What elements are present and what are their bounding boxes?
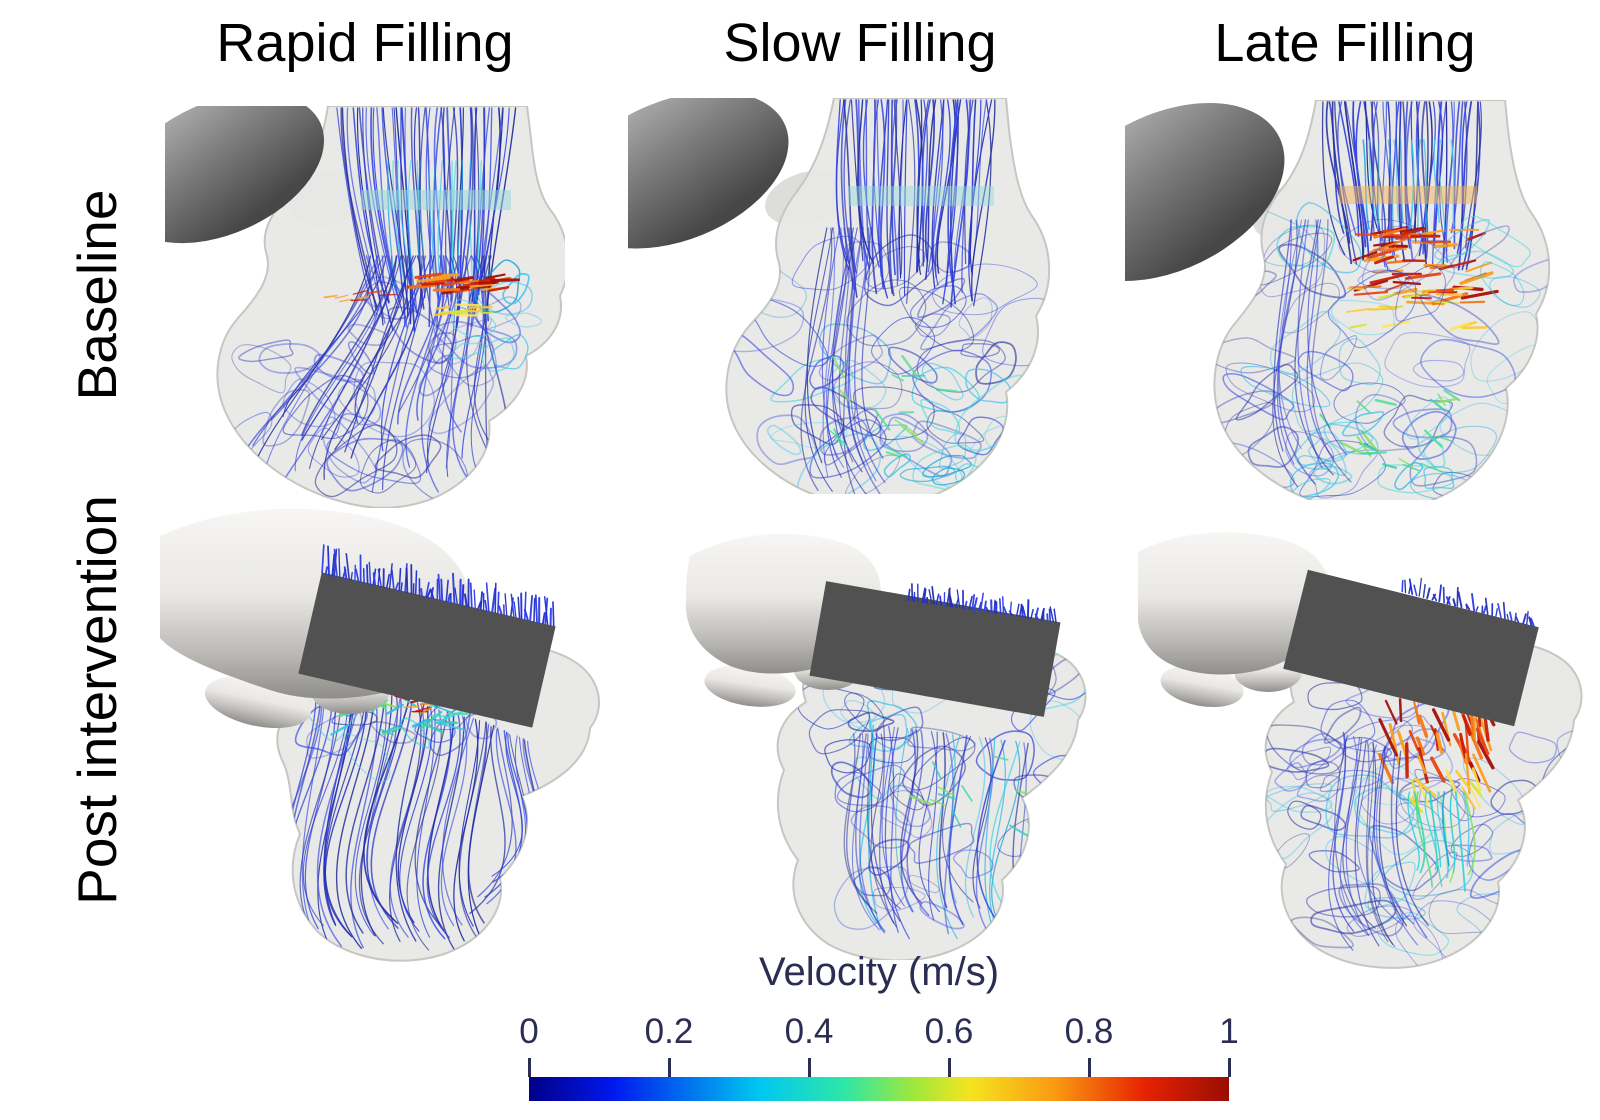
- papillary-structure: [1125, 103, 1285, 281]
- mask-box: [809, 581, 1061, 717]
- colorbar-tick-mark: [1228, 1058, 1231, 1077]
- mask-box: [298, 572, 556, 728]
- row-label-post-intervention: Post intervention: [66, 495, 128, 905]
- panel-baseline-late-filling: [1125, 100, 1567, 500]
- colorbar-tick-mark: [948, 1058, 951, 1077]
- streamlines-layer: [221, 107, 542, 502]
- papillary-structure: [165, 106, 325, 244]
- column-header-slow-filling: Slow Filling: [723, 13, 997, 73]
- column-header-late-filling: Late Filling: [1214, 13, 1476, 73]
- colorbar-tick-label: 0.8: [1064, 1012, 1114, 1051]
- column-header-rapid-filling: Rapid Filling: [216, 13, 514, 73]
- inflow-spikes: [321, 544, 555, 627]
- colorbar-gradient: [529, 1077, 1229, 1101]
- colorbar-tick-mark: [528, 1058, 531, 1077]
- colorbar-title: Velocity (m/s): [758, 950, 1000, 994]
- panel-post-intervention-slow-filling: [648, 492, 1100, 960]
- panel-baseline-slow-filling: [628, 98, 1068, 494]
- colorbar-tick-mark: [808, 1058, 811, 1077]
- colorbar-tick-label: 0.4: [784, 1012, 834, 1051]
- inflow-spikes: [1401, 577, 1535, 628]
- colorbar-tick-label: 1: [1219, 1012, 1239, 1051]
- panel-post-intervention-rapid-filling: [160, 498, 612, 963]
- colorbar-tick-mark: [668, 1058, 671, 1077]
- colorbar-tick-label: 0.6: [924, 1012, 974, 1051]
- papillary-structure: [628, 98, 789, 249]
- colorbar-tick-mark: [1088, 1058, 1091, 1077]
- streamlines-layer: [1214, 101, 1550, 500]
- panel-post-intervention-late-filling: [1138, 490, 1596, 970]
- streamlines-layer: [277, 672, 550, 954]
- colorbar-tick-label: 0: [519, 1012, 539, 1051]
- inflow-spikes: [907, 583, 1057, 623]
- mask-box: [1283, 569, 1539, 727]
- panel-baseline-rapid-filling: [165, 106, 565, 508]
- streamlines-layer: [796, 639, 1086, 940]
- colorbar-tick-label: 0.2: [644, 1012, 694, 1051]
- row-label-baseline: Baseline: [66, 189, 128, 401]
- streamlines-layer: [726, 99, 1050, 494]
